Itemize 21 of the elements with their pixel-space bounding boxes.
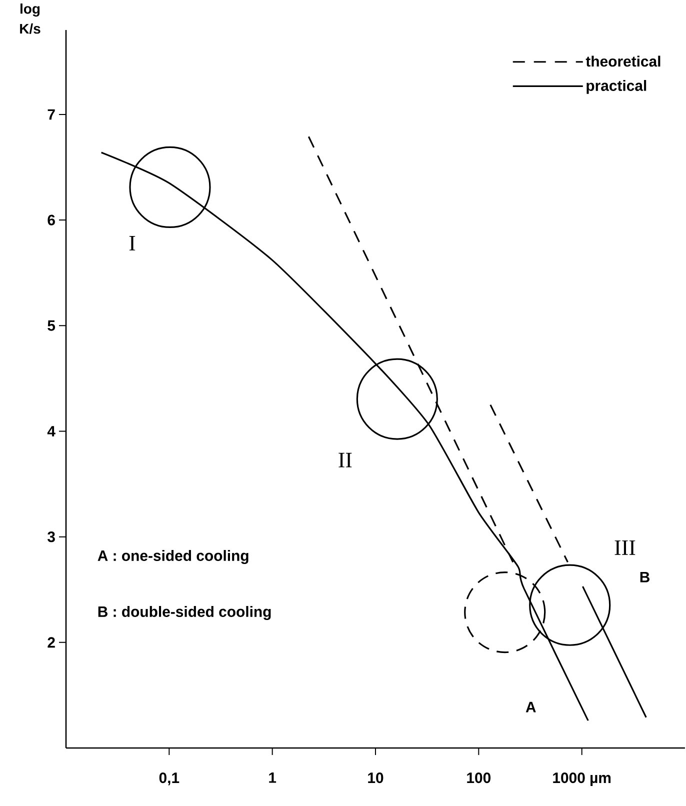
annotation: III (614, 540, 636, 555)
x-tick-label: 10 (368, 772, 384, 784)
x-tick-label: 1000 µm (553, 772, 611, 786)
x-tick-label: 100 (467, 772, 491, 784)
y-tick-label: 3 (48, 532, 56, 542)
y-tick-label: 7 (48, 109, 56, 120)
y-tick-label: 5 (48, 320, 56, 331)
y-axis-title: log K/s (20, 4, 40, 34)
x-tick-label: 0,1 (160, 772, 180, 786)
y-tick-label: 4 (48, 426, 56, 436)
annotation: B : double-sided cooling (98, 606, 271, 620)
y-tick-label: 2 (48, 637, 56, 648)
annotation: A : one-sided cooling (98, 550, 248, 564)
y-tick-label: 6 (48, 214, 56, 226)
legend-label: practical (586, 80, 646, 94)
annotation: B (640, 572, 650, 582)
x-tick-label: 1 (269, 772, 276, 783)
legend-label: theoretical (586, 56, 660, 67)
annotation: I (130, 236, 136, 250)
annotation: II (338, 452, 352, 468)
annotation: A (526, 702, 536, 712)
